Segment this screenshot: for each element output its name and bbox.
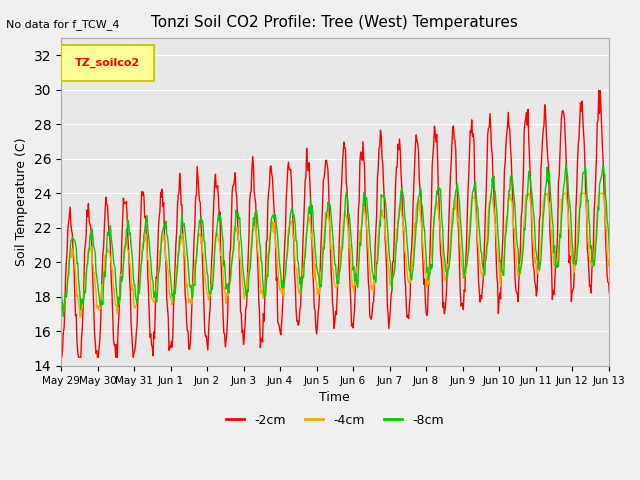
-4cm — [234, 225, 241, 230]
Line: -4cm: -4cm — [61, 193, 640, 317]
-4cm — [57, 310, 65, 315]
Line: -2cm: -2cm — [61, 77, 640, 357]
Legend: -2cm, -4cm, -8cm: -2cm, -4cm, -8cm — [221, 409, 449, 432]
-8cm — [447, 251, 454, 257]
-8cm — [636, 156, 640, 161]
-8cm — [60, 314, 67, 320]
Line: -8cm: -8cm — [61, 158, 640, 317]
FancyBboxPatch shape — [61, 45, 154, 81]
-2cm — [284, 167, 291, 172]
-4cm — [414, 206, 422, 212]
-4cm — [77, 314, 84, 320]
-8cm — [57, 283, 65, 289]
-2cm — [262, 270, 269, 276]
-2cm — [233, 194, 241, 200]
-8cm — [414, 200, 422, 206]
-4cm — [126, 262, 134, 267]
-8cm — [126, 230, 134, 236]
-8cm — [234, 211, 241, 216]
-2cm — [632, 74, 639, 80]
-2cm — [57, 354, 65, 360]
X-axis label: Time: Time — [319, 391, 350, 404]
-2cm — [125, 273, 133, 278]
Text: No data for f_TCW_4: No data for f_TCW_4 — [6, 19, 120, 30]
-4cm — [487, 191, 495, 196]
-4cm — [262, 275, 270, 280]
-8cm — [262, 280, 270, 286]
-4cm — [285, 225, 292, 231]
Text: TZ_soilco2: TZ_soilco2 — [75, 58, 140, 68]
-4cm — [447, 237, 454, 243]
-8cm — [285, 233, 292, 239]
Y-axis label: Soil Temperature (C): Soil Temperature (C) — [15, 138, 28, 266]
-2cm — [446, 194, 454, 200]
Title: Tonzi Soil CO2 Profile: Tree (West) Temperatures: Tonzi Soil CO2 Profile: Tree (West) Temp… — [152, 15, 518, 30]
-2cm — [413, 138, 421, 144]
